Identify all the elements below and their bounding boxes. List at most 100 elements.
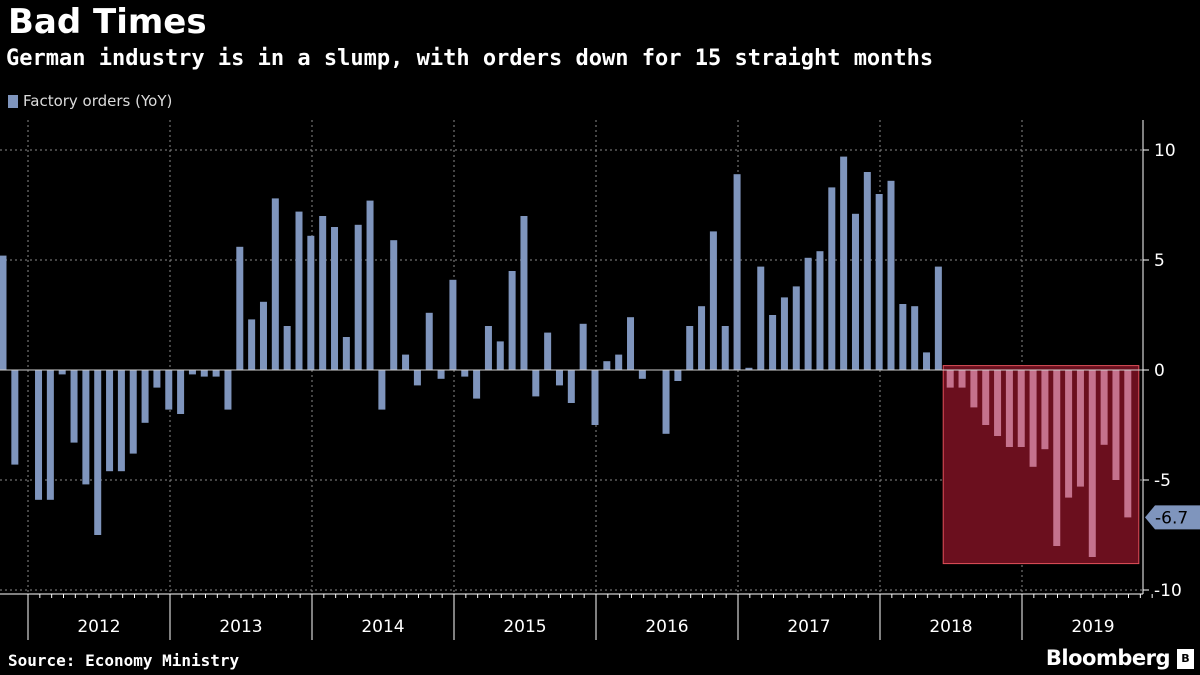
bar: [200, 370, 208, 377]
bar: [887, 180, 895, 370]
bar: [603, 361, 611, 370]
bar: [1088, 370, 1096, 557]
chart-title: Bad Times: [8, 2, 207, 42]
bar: [484, 326, 492, 370]
bar: [946, 370, 954, 388]
bar: [1005, 370, 1013, 447]
bar: [863, 172, 871, 370]
bar: [745, 367, 753, 370]
bar: [46, 370, 54, 500]
bar: [496, 341, 504, 370]
bar: [295, 211, 303, 370]
bar: [923, 352, 931, 370]
bar: [698, 306, 706, 370]
bar: [94, 370, 102, 535]
x-axis-ticks: 2012 2013 2014 2015 2016 2017 2018 2019: [27, 594, 1153, 640]
last-value-label-background: [1145, 505, 1200, 530]
bar: [544, 332, 552, 370]
bar: [402, 354, 410, 370]
bar: [1100, 370, 1108, 445]
bar: [307, 235, 315, 370]
bar: [259, 301, 267, 370]
bar: [1076, 370, 1084, 487]
bar: [994, 370, 1002, 436]
last-value-label-text: -6.7: [1155, 508, 1188, 528]
bar: [970, 370, 978, 408]
bar: [911, 306, 919, 370]
bar: [508, 271, 516, 370]
bar: [591, 370, 599, 425]
bar: [686, 326, 694, 370]
bar: [899, 304, 907, 370]
bar: [473, 370, 481, 399]
bar: [638, 370, 646, 379]
last-value-label: -6.7: [1145, 505, 1200, 530]
bar: [319, 216, 327, 370]
bar: [1017, 370, 1025, 447]
bar: [721, 326, 729, 370]
legend: Factory orders (YoY): [8, 92, 172, 110]
bar: [1041, 370, 1049, 450]
x-year-label: 2019: [1071, 617, 1114, 637]
bar: [58, 370, 66, 375]
chart-subtitle: German industry is in a slump, with orde…: [6, 46, 934, 71]
bar: [271, 198, 279, 370]
bar: [567, 370, 575, 403]
y-tick-label: 10: [1154, 141, 1176, 161]
bar: [851, 213, 859, 370]
legend-label: Factory orders (YoY): [23, 92, 173, 110]
x-year-label: 2017: [787, 617, 830, 637]
bar: [1053, 370, 1061, 546]
y-tick-label: -10: [1154, 581, 1182, 601]
bar: [733, 174, 741, 370]
bar: [461, 370, 469, 377]
x-year-label: 2014: [361, 617, 404, 637]
bar: [390, 240, 398, 370]
bar: [35, 370, 43, 500]
bar: [413, 370, 421, 386]
bar: [331, 227, 339, 370]
bar: [579, 323, 587, 370]
bloomberg-mark-icon: B: [1177, 649, 1194, 669]
bar: [224, 370, 232, 410]
bar: [840, 156, 848, 370]
bar: [129, 370, 137, 454]
x-year-label: 2013: [219, 617, 262, 637]
x-year-label: 2018: [929, 617, 972, 637]
bar: [520, 216, 528, 370]
x-year-label: 2012: [77, 617, 120, 637]
bar: [449, 279, 457, 370]
source-note: Source: Economy Ministry: [8, 651, 240, 670]
bar: [82, 370, 90, 485]
bar: [366, 200, 374, 370]
bar: [378, 370, 386, 410]
bars: [0, 156, 1132, 557]
bar: [1065, 370, 1073, 498]
bar: [816, 251, 824, 370]
bar: [177, 370, 185, 414]
bar: [425, 312, 433, 370]
bar: [70, 370, 78, 443]
bar: [1112, 370, 1120, 480]
bar: [615, 354, 623, 370]
y-axis-ticks: 10 5 0 -5 -10: [1143, 141, 1182, 601]
y-tick-label: -5: [1154, 471, 1171, 491]
bar: [106, 370, 114, 472]
bar: [555, 370, 563, 386]
bar: [11, 370, 19, 465]
bar: [757, 266, 765, 370]
bar: [1029, 370, 1037, 467]
bar: [769, 315, 777, 370]
bar: [958, 370, 966, 388]
bar: [236, 246, 244, 370]
bar: [532, 370, 540, 397]
bar: [153, 370, 161, 388]
bar: [0, 255, 7, 370]
bar: [165, 370, 173, 410]
bar: [934, 266, 942, 370]
bar: [792, 286, 800, 370]
bar: [283, 326, 291, 370]
bar: [804, 257, 812, 370]
bar: [141, 370, 149, 423]
